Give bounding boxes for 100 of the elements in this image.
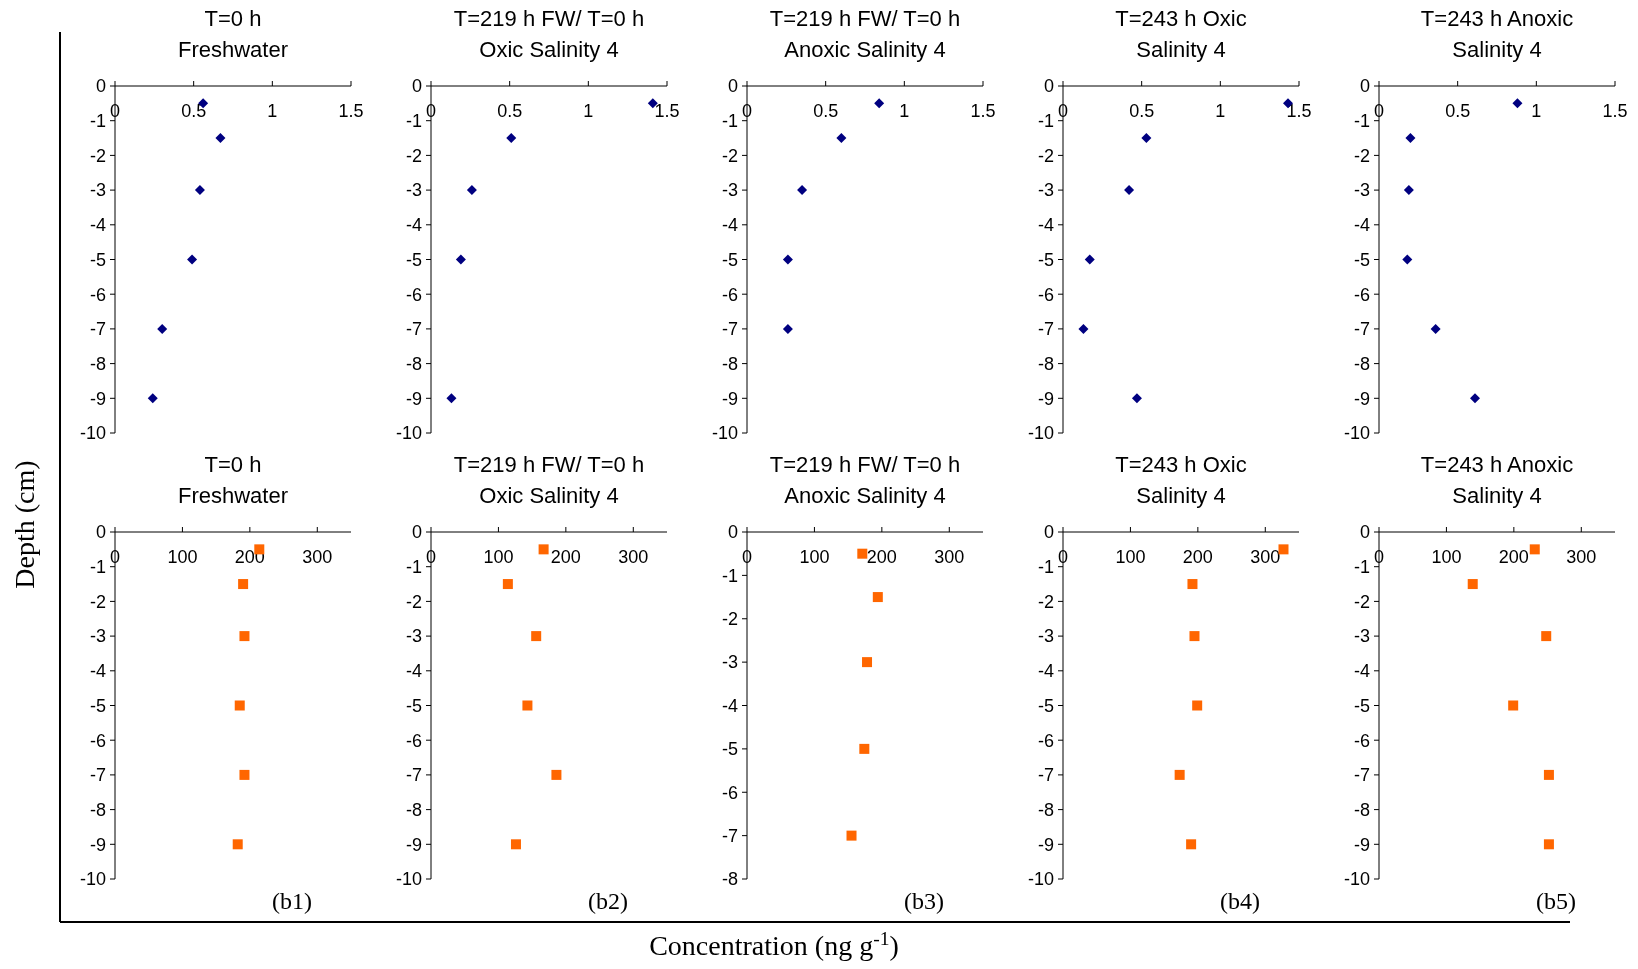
y-tick-label: -6 [1037,284,1054,305]
y-tick-label: -7 [405,319,422,340]
x-tick-label: 0.5 [497,101,523,121]
point [234,700,245,711]
x-axis-title: Concentration (ng g$^{-1}$) [649,927,899,961]
chart-title: T=219 h FW/ T=0 h Oxic Salinity 4 [453,452,645,508]
y-tick-label: -4 [1037,215,1054,236]
point [1187,579,1198,590]
y-tick-label: -7 [1037,765,1054,786]
y-tick-label: -2 [405,145,422,166]
x-tick-label: 1 [267,101,278,121]
y-tick-label: -4 [405,215,422,236]
y-tick-label: -5 [1353,249,1370,270]
y-tick-label: -4 [1037,661,1054,682]
x-tick-label: 100 [483,547,514,567]
y-tick-label: -3 [89,180,106,201]
y-tick-label: -10 [711,423,738,444]
y-tick-label: -1 [405,557,422,577]
y-tick-label: -3 [721,652,738,673]
y-tick-label: -9 [89,834,106,855]
x-tick-label: 0 [741,101,753,121]
point [215,133,226,144]
y-tick-label: 0 [1043,76,1054,97]
y-tick-label: -8 [405,353,422,374]
x-tick-label: 0 [1057,101,1069,121]
y-tick-label: -7 [89,765,106,786]
x-tick-label: 100 [1431,547,1462,567]
y-tick-label: 0 [727,522,738,543]
x-tick-label: 200 [866,547,897,567]
point [455,254,466,265]
y-tick-label: -4 [721,695,738,716]
point [238,579,249,590]
y-tick-label: -6 [721,782,738,803]
point [157,323,168,334]
y-tick-label: -9 [89,388,106,409]
y-tick-label: 0 [95,522,106,543]
y-tick-label: -3 [1353,626,1370,647]
y-tick-label: -7 [721,319,738,340]
y-tick-label: -1 [1353,557,1370,577]
y-tick-label: -1 [1037,557,1054,577]
point [782,254,793,265]
x-tick-label: 0 [1057,547,1069,567]
y-tick-label: -7 [1037,319,1054,340]
x-tick-label: 0 [425,547,437,567]
y-tick-label: -1 [89,557,106,577]
x-tick-label: 0 [109,547,121,567]
point [862,657,873,668]
y-tick-label: -5 [405,695,422,716]
y-tick-label: -8 [1353,799,1370,820]
x-tick-label: 1.5 [970,101,996,121]
x-tick-label: 1.5 [1602,101,1628,121]
point [872,592,883,603]
x-tick-label: 0.5 [813,101,839,121]
point [1078,323,1089,334]
y-tick-label: -3 [1037,626,1054,647]
x-tick-label: 100 [167,547,198,567]
y-tick-label: -6 [721,284,738,305]
y-tick-label: -8 [89,799,106,820]
x-tick-label: 300 [1566,547,1597,567]
x-tick-label: 1 [1215,101,1226,121]
y-tick-label: -7 [1353,765,1370,786]
point [147,393,158,404]
y-tick-label: -5 [1353,695,1370,716]
point [1402,254,1413,265]
y-tick-label: -2 [89,145,106,166]
chart-title: T=219 h FW/ T=0 h Anoxic Salinity 4 [769,452,961,508]
y-tick-label: -9 [405,834,422,855]
x-tick-label: 0 [741,547,753,567]
y-tick-label: -3 [721,180,738,201]
y-tick-label: 0 [95,76,106,97]
point [538,544,549,555]
y-tick-label: 0 [411,522,422,543]
y-tick-label: -2 [1353,591,1370,612]
x-tick-label: 0 [425,101,437,121]
point [1131,393,1142,404]
point [1430,323,1441,334]
y-tick-label: -10 [1027,423,1054,444]
point [1543,769,1554,780]
point [1543,839,1554,850]
y-tick-label: -5 [89,695,106,716]
y-tick-label: -9 [1353,834,1370,855]
x-tick-label: 0.5 [1445,101,1471,121]
y-tick-label: -10 [79,869,106,890]
point [1124,185,1135,196]
point [551,769,562,780]
y-tick-label: -6 [1353,284,1370,305]
point [1174,769,1185,780]
point [446,393,457,404]
point [797,185,808,196]
x-tick-label: 1 [583,101,594,121]
point [1278,544,1289,555]
y-tick-label: 0 [1359,522,1370,543]
y-tick-label: -4 [721,215,738,236]
y-tick-label: -4 [89,215,106,236]
y-tick-label: -8 [721,869,738,890]
point [510,839,521,850]
y-tick-label: -6 [1353,730,1370,751]
y-tick-label: -5 [1037,249,1054,270]
y-tick-label: -8 [1353,353,1370,374]
y-tick-label: -6 [405,730,422,751]
